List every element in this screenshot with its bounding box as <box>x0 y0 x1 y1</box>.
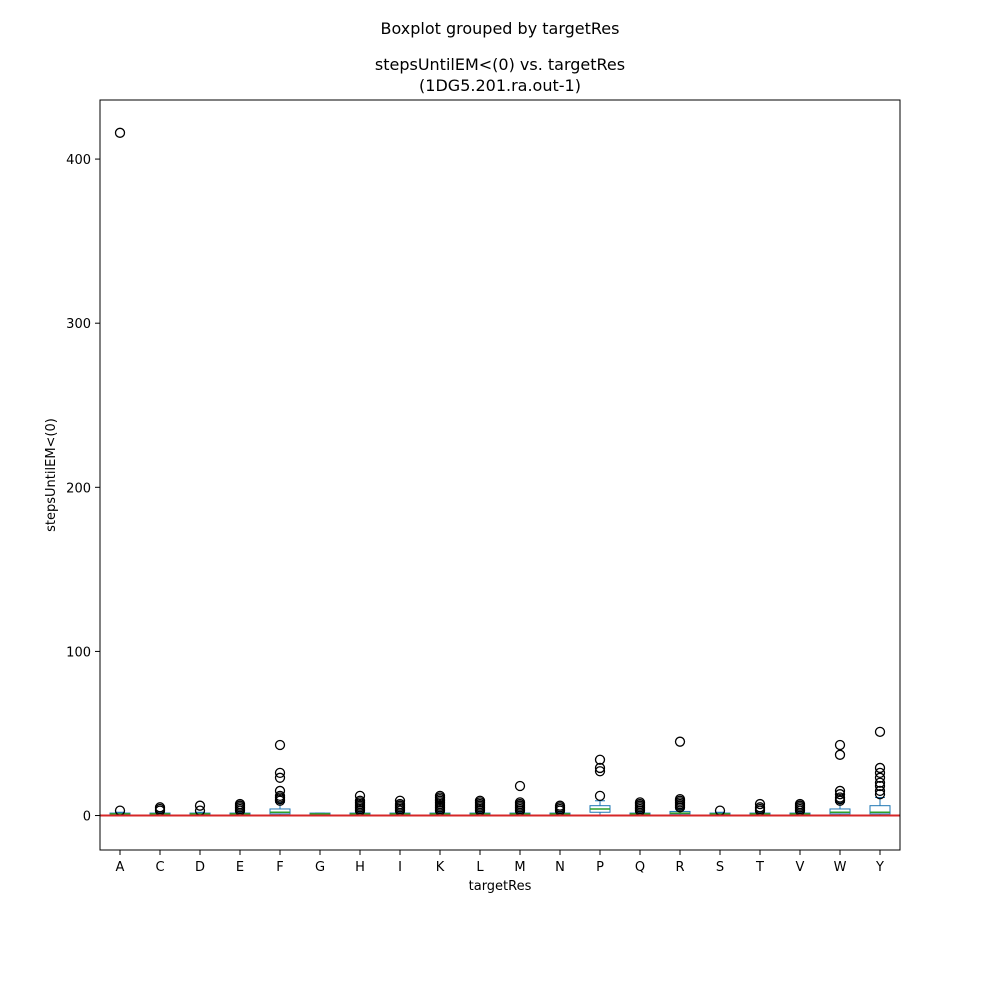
plot-area <box>100 127 900 817</box>
x-tick-label: C <box>155 860 164 875</box>
outlier-point <box>394 795 406 806</box>
outlier-point <box>874 785 886 797</box>
outlier-point <box>554 800 566 811</box>
box <box>869 805 891 815</box>
x-tick-label: I <box>398 860 402 875</box>
outlier-point <box>154 802 166 813</box>
box <box>829 808 851 815</box>
axes-frame <box>99 99 901 851</box>
outlier-point <box>354 790 366 801</box>
x-tick-label: R <box>675 860 684 875</box>
outlier-point <box>754 802 766 813</box>
chart-subtitle: (1DG5.201.ra.out-1) <box>419 76 581 95</box>
x-tick-label: N <box>555 860 565 875</box>
box-group-C <box>149 802 171 817</box>
outlier-point <box>834 749 846 760</box>
outlier-point <box>874 767 886 779</box>
box <box>269 808 291 815</box>
x-tick-label: P <box>596 860 604 875</box>
box-group-F <box>269 739 291 817</box>
x-tick-label: G <box>315 860 325 875</box>
outlier-point <box>434 790 446 801</box>
outlier-point <box>514 780 526 792</box>
box-group-S <box>709 805 731 817</box>
x-tick-label: S <box>716 860 724 875</box>
box-group-D <box>189 800 211 817</box>
box-group-W <box>829 739 851 817</box>
x-tick-label: K <box>436 860 445 875</box>
y-axis-label: stepsUntilEM<(0) <box>44 418 59 532</box>
outlier-point <box>194 800 206 811</box>
outlier-point <box>234 798 246 810</box>
box-group-Y <box>869 726 891 817</box>
outlier-point <box>594 762 606 774</box>
box-group-E <box>229 798 251 817</box>
outlier-point <box>874 762 886 774</box>
x-tick-label: H <box>355 860 365 875</box>
x-tick-label: F <box>276 860 283 875</box>
outlier-point <box>634 797 646 808</box>
figure-suptitle: Boxplot grouped by targetRes <box>381 19 620 38</box>
outlier-point <box>274 790 286 801</box>
x-tick-label: Y <box>875 860 884 875</box>
y-tick-label: 0 <box>83 810 91 825</box>
box-group-V <box>789 798 811 817</box>
outlier-point <box>834 785 846 797</box>
box-group-Q <box>629 797 651 817</box>
outlier-point <box>874 772 886 783</box>
outlier-point <box>674 793 686 805</box>
x-tick-label: D <box>195 860 205 875</box>
outlier-point <box>754 798 766 810</box>
outlier-point <box>874 726 886 737</box>
outlier-point <box>794 798 806 810</box>
box-group-N <box>549 800 571 817</box>
outlier-point <box>514 797 526 808</box>
outlier-point <box>834 739 846 751</box>
outlier-point <box>274 739 286 751</box>
x-tick-label: Q <box>635 860 645 875</box>
x-tick-label: M <box>514 860 525 875</box>
box-group-P <box>589 754 611 817</box>
x-axis-label: targetRes <box>469 879 532 894</box>
outlier-point <box>274 767 286 779</box>
outlier-point <box>594 790 606 801</box>
x-tick-label: A <box>116 860 125 875</box>
outlier-point <box>274 785 286 797</box>
x-tick-label: T <box>755 860 764 875</box>
x-tick-label: L <box>476 860 484 875</box>
outlier-point <box>594 766 606 777</box>
box-group-H <box>349 790 371 817</box>
x-tick-label: E <box>236 860 244 875</box>
y-tick-label: 200 <box>66 481 91 496</box>
outlier-point <box>834 792 846 803</box>
outlier-point <box>874 780 886 792</box>
box-group-K <box>429 790 451 817</box>
outlier-point <box>874 789 886 800</box>
box-group-M <box>509 780 531 817</box>
box-group-T <box>749 798 771 817</box>
x-tick-label: V <box>796 860 805 875</box>
y-tick-label: 400 <box>66 153 91 168</box>
outlier-point <box>874 777 886 788</box>
box-group-I <box>389 795 411 817</box>
outlier-point <box>394 798 406 810</box>
outlier-point <box>594 754 606 765</box>
box-group-A <box>109 127 131 817</box>
outlier-point <box>114 127 126 138</box>
y-tick-label: 100 <box>66 645 91 660</box>
outlier-point <box>274 772 286 783</box>
x-tick-label: W <box>834 860 847 875</box>
y-tick-label: 300 <box>66 317 91 332</box>
outlier-point <box>834 789 846 800</box>
box-group-L <box>469 795 491 817</box>
outlier-point <box>674 736 686 747</box>
box-group-R <box>669 736 691 817</box>
outlier-point <box>474 795 486 806</box>
chart-title: stepsUntilEM<(0) vs. targetRes <box>375 55 625 74</box>
outlier-point <box>354 795 366 806</box>
